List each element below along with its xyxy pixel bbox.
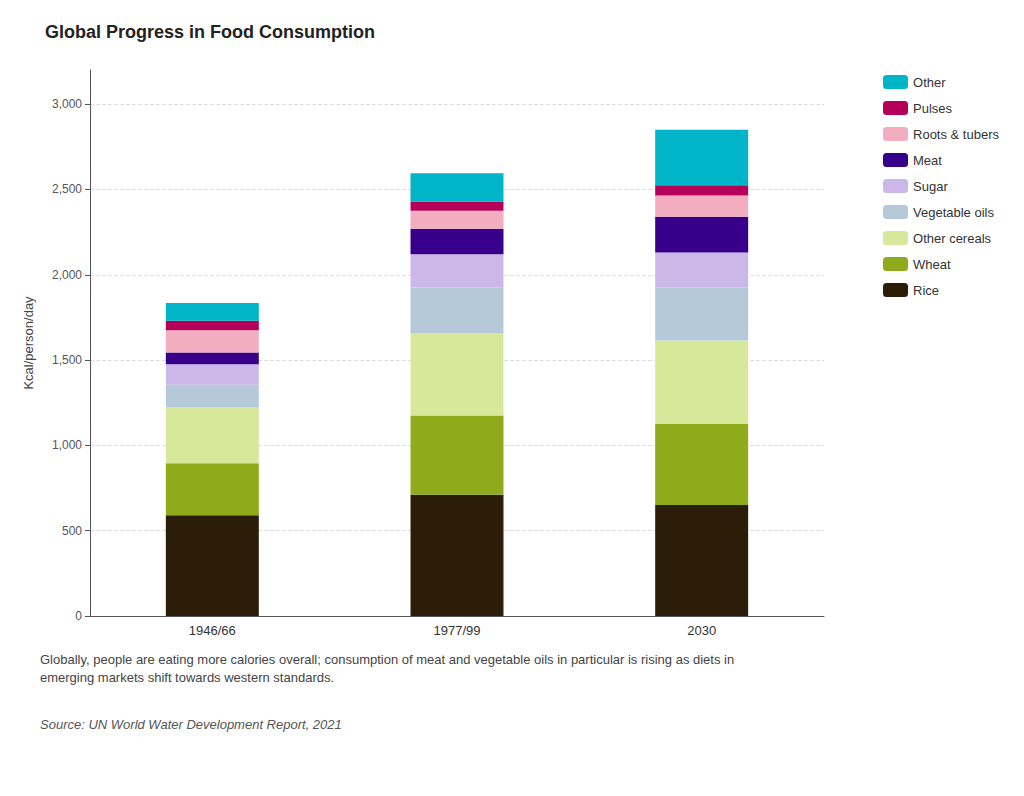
svg-text:Pulses: Pulses	[913, 101, 953, 116]
svg-text:2,500: 2,500	[52, 182, 82, 196]
svg-text:1946/66: 1946/66	[189, 623, 236, 638]
svg-text:1977/99: 1977/99	[434, 623, 481, 638]
svg-text:Global Progress in Food Consum: Global Progress in Food Consumption	[45, 22, 375, 42]
svg-text:1,500: 1,500	[52, 353, 82, 367]
svg-text:Sugar: Sugar	[913, 179, 948, 194]
svg-text:Rice: Rice	[913, 283, 939, 298]
svg-text:500: 500	[62, 524, 82, 538]
svg-text:Kcal/person/day: Kcal/person/day	[21, 296, 36, 390]
svg-text:1,000: 1,000	[52, 438, 82, 452]
svg-text:Vegetable oils: Vegetable oils	[913, 205, 994, 220]
svg-text:0: 0	[75, 609, 82, 623]
svg-text:Roots & tubers: Roots & tubers	[913, 127, 999, 142]
svg-text:2030: 2030	[687, 623, 716, 638]
svg-text:Source: UN World Water Develop: Source: UN World Water Development Repor…	[40, 717, 342, 732]
svg-text:Other: Other	[913, 75, 946, 90]
svg-text:3,000: 3,000	[52, 97, 82, 111]
svg-text:Wheat: Wheat	[913, 257, 951, 272]
svg-text:emerging markets shift towards: emerging markets shift towards western s…	[40, 670, 334, 685]
svg-text:Meat: Meat	[913, 153, 942, 168]
svg-text:Globally, people are eating mo: Globally, people are eating more calorie…	[40, 652, 738, 667]
svg-text:2,000: 2,000	[52, 268, 82, 282]
svg-text:Other cereals: Other cereals	[913, 231, 992, 246]
